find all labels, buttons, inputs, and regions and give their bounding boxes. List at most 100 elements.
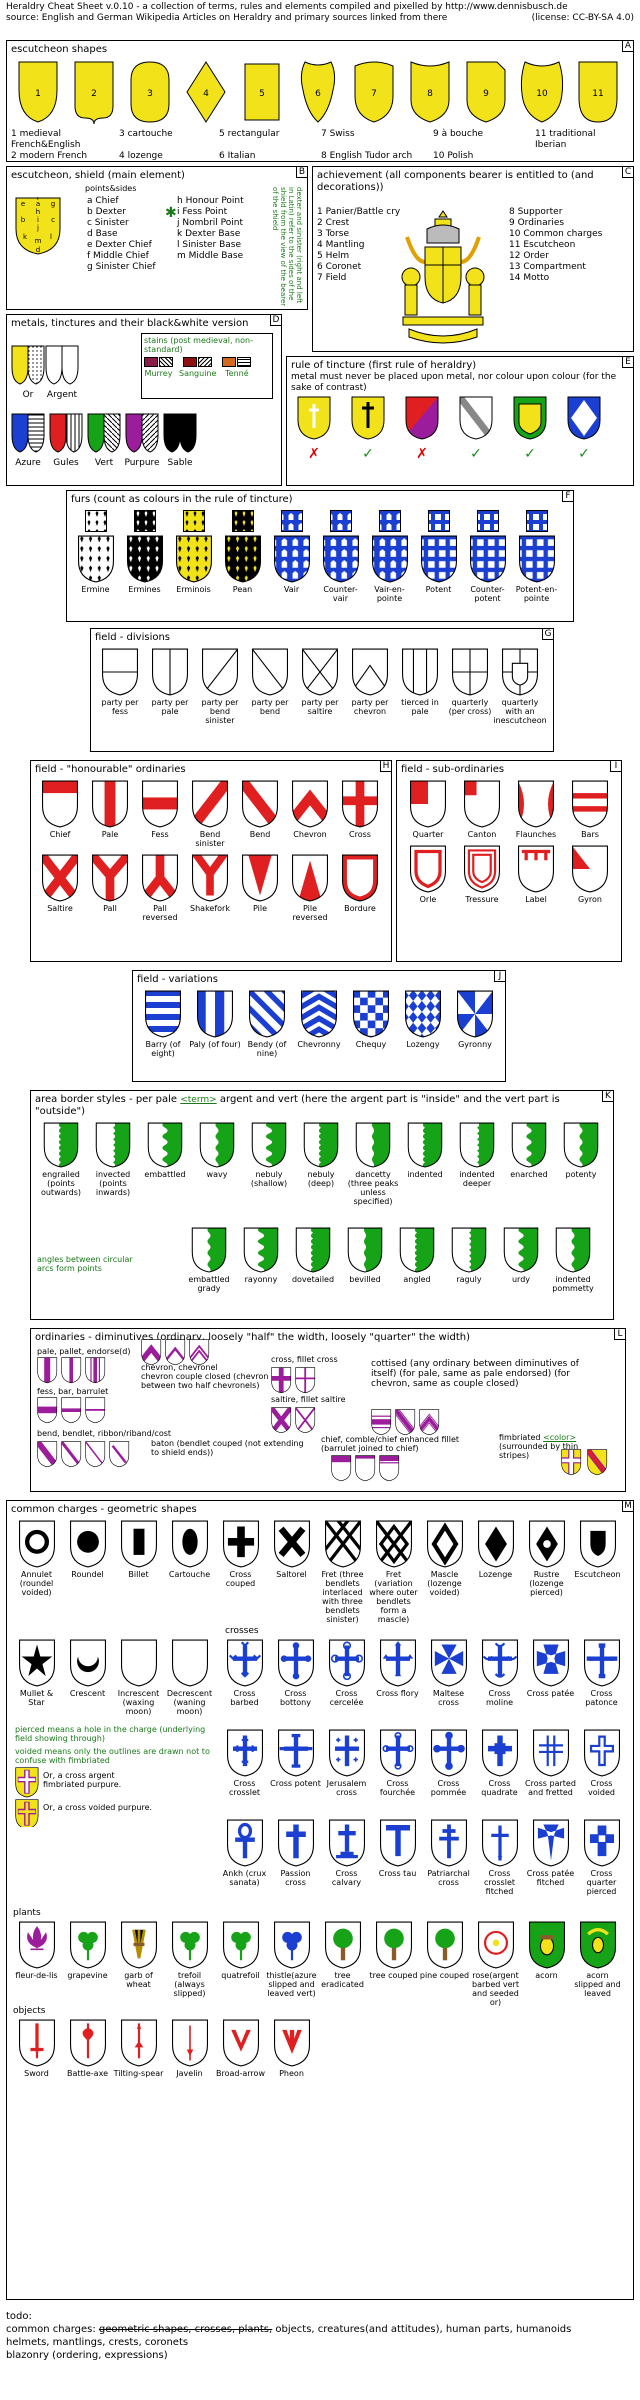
todo-line-2: helmets, mantlings, crests, coronets (6, 2337, 189, 2348)
fur-tincture-icon (525, 510, 548, 532)
border-shield (347, 1227, 383, 1273)
border-shield (399, 1227, 435, 1273)
shape-number: 6 (315, 89, 321, 99)
panel-field-divisions: G field - divisions party per fess party … (90, 628, 554, 752)
charge-shield (430, 1819, 467, 1867)
division-shield (102, 648, 138, 696)
panel-letter: I (610, 761, 621, 772)
caption: Annulet (roundel voided) (19, 1570, 54, 1597)
geometric-charges-row: Annulet (roundel voided) Roundel Billet Car… (11, 1520, 629, 1624)
points-sides-label: points&sides (85, 184, 137, 193)
charge-shield (277, 1819, 314, 1867)
list-item: 3 Torse (317, 229, 349, 239)
charge-shield (481, 1729, 518, 1777)
stains-swatches: Murrey Sanguine Tenné (144, 357, 270, 378)
check-icon: ✓ (524, 446, 536, 462)
variation-barry-of-eight: Barry (of eight) (137, 990, 189, 1058)
stains-box: stains (post medieval, non-standard) Mur… (141, 333, 273, 399)
caption: Barry (of eight) (145, 1040, 181, 1058)
panel-letter: A (622, 41, 633, 52)
bendlet-shield (61, 1441, 82, 1468)
legend-item: 6 Italian (219, 151, 256, 161)
shape-number: 11 (592, 89, 603, 99)
ordinary-pall: Pall (85, 854, 135, 922)
sheet-title: Heraldry Cheat Sheet v.0.10 - a collecti… (6, 2, 568, 12)
charge-garb-of-wheat: garb of wheat (113, 1921, 164, 2007)
caption: Cross moline (485, 1689, 514, 1707)
check-icon: ✓ (362, 446, 374, 462)
panel-sub-ordinaries: I field - sub-ordinaries Quarter Canton Fl… (396, 760, 622, 962)
svg-text:e: e (21, 200, 25, 208)
svg-text:j: j (36, 224, 39, 232)
fur-tincture-icon (378, 510, 401, 532)
legend-item: 4 lozenge (119, 151, 163, 161)
subordinary-shield (464, 780, 500, 828)
fur-tincture-icon (182, 510, 205, 532)
cross-mark-icon: ✗ (416, 446, 428, 462)
list-item: h Honour Point (177, 196, 244, 206)
fur-shield (273, 535, 310, 583)
caption: bevilled (349, 1275, 381, 1284)
list-item: k Dexter Base (177, 229, 241, 239)
caption: pine couped (419, 1971, 470, 1980)
list-item: 14 Motto (509, 273, 550, 283)
caption: Orle (419, 895, 437, 904)
rule-example: ✓ (513, 396, 547, 462)
legend-item: 11 traditional Iberian (535, 129, 596, 150)
fur-tincture-icon (476, 510, 499, 532)
caption: nebuly (shallow) (250, 1170, 288, 1188)
variation-bendy-of-nine: Bendy (of nine) (241, 990, 293, 1058)
ordinary-shield (342, 780, 378, 828)
caption: Cartouche (168, 1570, 211, 1579)
points-list-2: h Honour Point i Fess Point j Nombril Poin… (177, 196, 244, 262)
charge-shield (532, 1819, 569, 1867)
caption: Cross crosslet fitched (483, 1869, 516, 1896)
ordinary-shakefork: Shakefork (185, 854, 235, 922)
caption: indented pommetty (552, 1275, 594, 1293)
charge-cross-quarter-pierced: Cross quarter pierced (576, 1819, 627, 1896)
caption: Increscent (waxing moon) (117, 1689, 160, 1716)
caption: party per saltire (301, 698, 339, 716)
charge-shield (583, 1639, 620, 1687)
variation-chevronny: Chevronny (293, 990, 345, 1058)
rule-example-shield (297, 396, 331, 440)
caption: Ermines (128, 585, 161, 594)
charge-thistle-azure-slipped-and-leaved-vert: thistle(azure slipped and leaved vert) (266, 1921, 317, 2007)
svg-text:g: g (51, 200, 55, 208)
fess-shield (37, 1397, 58, 1424)
panel-achievement: C achievement (all components bearer is … (312, 166, 634, 352)
ordinary-shield (292, 854, 328, 902)
voided-cross-shield (15, 1799, 39, 1827)
achievement-list-1: 1 Panier/Battle cry 2 Crest 3 Torse 4 Mantl… (317, 207, 400, 284)
crosses-heading: crosses (225, 1626, 259, 1636)
dexter-sinister-note: dexter and sinister (right and left in L… (271, 187, 303, 307)
subordinary-gyron: Gyron (563, 845, 617, 904)
ordinary-chief: Chief (35, 780, 85, 848)
charge-shield (430, 1639, 467, 1687)
caption: Vair-en-pointe (374, 585, 405, 603)
caption: engrailed (points outwards) (40, 1170, 82, 1197)
shape-10: 10 (520, 61, 564, 123)
charge-shield (222, 2019, 259, 2067)
ordinary-shield (242, 780, 278, 828)
charge-shield (273, 1520, 310, 1568)
cottised-fess-shield (371, 1409, 392, 1436)
caption: Label (525, 895, 547, 904)
caption: tierced in pale (401, 698, 439, 716)
charge-billet: Billet (113, 1520, 164, 1624)
caption: Jerusalem cross (326, 1779, 367, 1797)
ordinary-shield (142, 854, 178, 902)
border-styles-row-1: engrailed (points outwards) invected (poi… (35, 1122, 609, 1206)
rule-example-shield (351, 396, 385, 440)
panel-title: area border styles - per pale <term> arg… (35, 1094, 560, 1117)
subordinary-shield (572, 780, 608, 828)
division-party-per-fess: party per fess (95, 648, 145, 725)
caption: wavy (206, 1170, 228, 1179)
fur-shield (175, 535, 212, 583)
shape-2: 2 (74, 61, 114, 125)
charge-shield (120, 1520, 157, 1568)
caption: Quarter (412, 830, 444, 839)
charge-shield (120, 1921, 157, 1969)
border-shield (199, 1122, 235, 1168)
variation-gyronny: Gyronny (449, 990, 501, 1058)
